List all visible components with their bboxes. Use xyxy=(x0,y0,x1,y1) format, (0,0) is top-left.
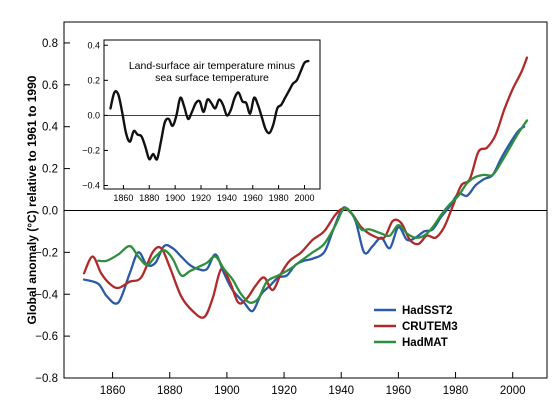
main-axes: 1860 1880 1900 1920 1940 1960 1980 2000 −0.8 −0.6… xyxy=(35,38,525,397)
inset-x-tick-label: 1960 xyxy=(243,193,263,203)
legend-label: HadSST2 xyxy=(402,305,453,317)
main-x-tick-label: 1860 xyxy=(100,385,126,397)
inset-series-difference xyxy=(109,59,310,161)
inset-x-tick-label: 1920 xyxy=(191,193,211,203)
main-series-crutem3 xyxy=(82,56,529,319)
main-x-tick-label: 1980 xyxy=(443,385,469,397)
inset-y-tick-label: 0.0 xyxy=(87,111,100,121)
inset-y-tick-label: 0.2 xyxy=(87,75,100,85)
main-series-hadmat xyxy=(97,119,529,304)
legend: HadSST2 CRUTEM3 HadMAT xyxy=(374,305,458,349)
inset-y-tick-label: 0.4 xyxy=(87,40,100,50)
main-y-tick-label: 0.2 xyxy=(42,164,58,176)
inset-title-line: Land-surface air temperature minus xyxy=(129,60,295,72)
inset-y-tick-label: −0.2 xyxy=(82,146,100,156)
main-x-tick-label: 1900 xyxy=(214,385,240,397)
inset-y-tick-label: −0.4 xyxy=(82,181,100,191)
main-y-tick-label: 0.4 xyxy=(42,122,59,134)
main-plot-frame xyxy=(63,21,548,379)
main-y-tick-label: −0.2 xyxy=(35,247,58,259)
main-x-tick-label: 1920 xyxy=(271,385,297,397)
main-y-tick-label: −0.8 xyxy=(35,373,58,385)
inset-series-group xyxy=(109,59,310,161)
legend-label: CRUTEM3 xyxy=(402,321,458,333)
main-y-tick-label: −0.4 xyxy=(35,289,58,301)
inset-x-tick-label: 1880 xyxy=(139,193,159,203)
main-series-group xyxy=(82,56,529,319)
inset-title-line: sea surface temperature xyxy=(155,72,269,84)
main-y-tick-label: 0.6 xyxy=(42,80,58,92)
legend-label: HadMAT xyxy=(402,337,448,349)
main-x-tick-label: 1880 xyxy=(157,385,183,397)
inset-title: Land-surface air temperature minus sea su… xyxy=(129,60,295,84)
main-y-tick-label: 0.0 xyxy=(42,205,58,217)
main-y-tick-label: 0.8 xyxy=(42,38,58,50)
inset-x-tick-label: 1860 xyxy=(113,193,133,203)
inset-x-tick-label: 1980 xyxy=(269,193,289,203)
y-axis-label: Global anomaly (°C) relative to 1961 to … xyxy=(25,75,39,324)
inset-x-tick-label: 1940 xyxy=(217,193,237,203)
main-y-tick-label: −0.6 xyxy=(35,331,58,343)
inset-plot-frame xyxy=(103,39,321,190)
main-x-tick-label: 1940 xyxy=(328,385,354,397)
inset-axes: 1860 1880 1900 1920 1940 1960 1980 2000 −0.4 −0.2… xyxy=(82,40,314,203)
main-x-tick-label: 2000 xyxy=(500,385,526,397)
inset-x-tick-label: 1900 xyxy=(165,193,185,203)
inset-x-tick-label: 2000 xyxy=(294,193,314,203)
main-x-tick-label: 1960 xyxy=(386,385,412,397)
